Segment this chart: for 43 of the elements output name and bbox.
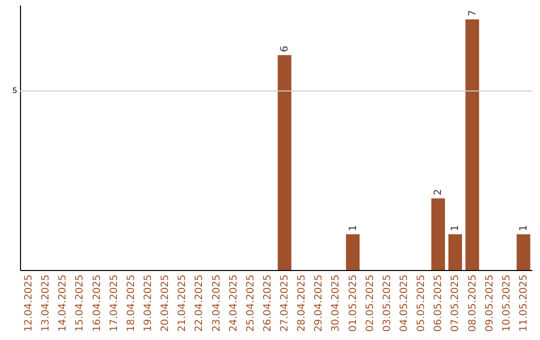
- x-tick-label: 19.04.2025: [143, 274, 154, 332]
- data-label: 7: [467, 10, 478, 16]
- x-tick-label: 07.05.2025: [450, 274, 462, 332]
- x-tick-label: 17.04.2025: [108, 274, 120, 332]
- x-tick-label: 26.04.2025: [262, 274, 274, 332]
- x-tick-label: 22.04.2025: [194, 274, 206, 332]
- data-label: 1: [450, 224, 462, 232]
- x-tick-label: 21.04.2025: [177, 274, 188, 332]
- x-tick-label: 29.04.2025: [314, 274, 325, 332]
- x-tick-label: 03.05.2025: [382, 274, 393, 332]
- bar: [346, 234, 360, 270]
- data-label: 1: [518, 224, 530, 232]
- bar: [431, 198, 445, 270]
- x-tick-label: 27.04.2025: [280, 274, 291, 332]
- x-tick-label: 12.04.2025: [24, 274, 35, 332]
- data-label: 2: [433, 189, 444, 196]
- x-tick-label: 18.04.2025: [126, 274, 137, 332]
- x-tick-label: 23.04.2025: [211, 274, 222, 332]
- bar: [465, 19, 480, 270]
- data-label: 6: [280, 46, 291, 52]
- x-tick-label: 20.04.2025: [160, 274, 172, 332]
- x-tick-label: 04.05.2025: [399, 274, 410, 332]
- x-tick-label: 11.05.2025: [518, 274, 530, 332]
- bar: [448, 234, 462, 270]
- x-tick-label: 28.04.2025: [296, 274, 308, 332]
- data-label: 1: [348, 224, 359, 232]
- x-tick-label: 30.04.2025: [330, 274, 342, 332]
- x-tick-label: 06.05.2025: [433, 274, 444, 332]
- x-tick-label: 02.05.2025: [364, 274, 376, 332]
- x-tick-label: 25.04.2025: [245, 274, 256, 332]
- x-tick-label: 13.04.2025: [40, 274, 52, 332]
- bar: [278, 55, 292, 270]
- x-tick-label: 09.05.2025: [484, 274, 496, 332]
- ref-line-label: 5: [12, 86, 18, 95]
- x-tick-label: 15.04.2025: [74, 274, 86, 332]
- x-tick-label: 01.05.2025: [348, 274, 359, 332]
- x-tick-label: 14.04.2025: [58, 274, 69, 332]
- x-tick-label: 05.05.2025: [416, 274, 428, 332]
- x-tick-label: 16.04.2025: [92, 274, 103, 332]
- x-tick-label: 10.05.2025: [501, 274, 512, 332]
- x-tick-label: 08.05.2025: [467, 274, 478, 332]
- x-tick-label: 24.04.2025: [228, 274, 240, 332]
- bar: [516, 234, 530, 270]
